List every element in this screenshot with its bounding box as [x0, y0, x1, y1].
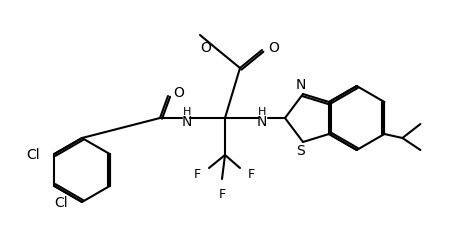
Text: Cl: Cl — [26, 148, 40, 162]
Text: N: N — [256, 115, 267, 129]
Text: O: O — [172, 86, 183, 100]
Text: F: F — [218, 188, 225, 201]
Text: H: H — [182, 107, 191, 117]
Text: H: H — [257, 107, 266, 117]
Text: Cl: Cl — [54, 196, 68, 210]
Text: O: O — [268, 41, 278, 55]
Text: S: S — [296, 144, 305, 158]
Text: N: N — [295, 78, 305, 92]
Text: O: O — [200, 41, 211, 55]
Text: N: N — [182, 115, 192, 129]
Text: F: F — [248, 168, 254, 181]
Text: F: F — [193, 168, 201, 181]
